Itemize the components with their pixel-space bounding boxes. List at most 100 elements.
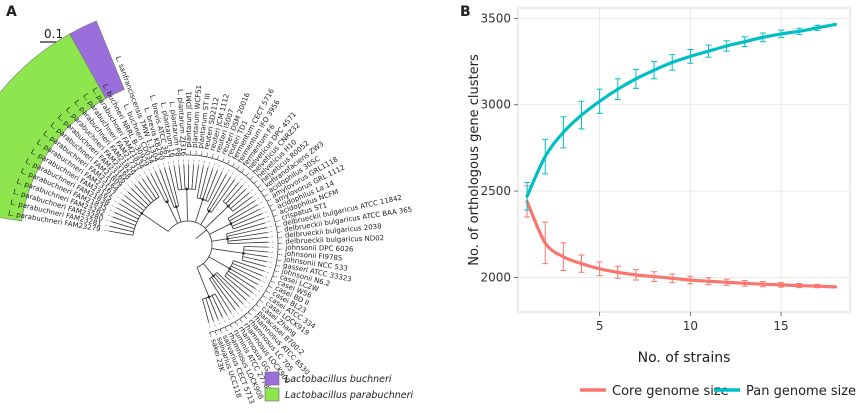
terminal-branch (213, 275, 240, 307)
leaf-leader (109, 209, 116, 213)
y-tick-label: 2500 (480, 184, 511, 198)
terminal-branch (230, 265, 261, 281)
internal-branch (208, 256, 230, 269)
leaf-leader (248, 188, 254, 194)
terminal-branch (233, 217, 264, 230)
leaf-leader (259, 206, 266, 210)
terminal-branch (150, 173, 167, 203)
terminal-branch (205, 170, 218, 201)
leaf-leader (167, 161, 170, 168)
leaf-leader-lines (103, 159, 274, 329)
leaf-leader (130, 180, 136, 186)
leaf-leader (266, 231, 273, 233)
leaf-leader (148, 168, 152, 175)
internal-branch (175, 206, 182, 223)
tree-node (201, 198, 205, 201)
leaf-leader (242, 303, 247, 309)
leaf-leader (221, 166, 225, 173)
leaf-leader (249, 296, 255, 301)
terminal-branch (226, 222, 266, 235)
terminal-branch (109, 230, 133, 236)
leaf-leader (226, 314, 230, 321)
tree-node (165, 200, 169, 204)
terminal-branch (227, 200, 255, 219)
y-axis-label: No. of orthologous gene clusters (467, 54, 482, 266)
x-axis-label: No. of strains (638, 350, 731, 366)
leaf-leader (266, 226, 273, 228)
y-tick-label: 2000 (480, 270, 511, 284)
terminal-branch (216, 272, 247, 301)
leaf-leader (152, 166, 156, 173)
leaf-label: L. plantarum ZJ316 (176, 89, 188, 157)
leaf-label: L. johnsonii DPC 6026 (277, 243, 354, 253)
terminal-branch (142, 178, 157, 200)
leaf-leader (213, 320, 216, 327)
leaf-leader (257, 284, 263, 288)
tree-node (229, 222, 233, 225)
leaf-label: L. delbrueckii bulgaricus ND02 (277, 234, 384, 246)
leaf-leader (264, 221, 271, 224)
series-line (525, 22, 838, 198)
terminal-branch (155, 171, 169, 202)
internal-branch (196, 267, 210, 298)
terminal-branch (146, 176, 160, 198)
panel-b-label: B (460, 4, 471, 20)
internal-branch (202, 263, 214, 277)
root-branch (195, 229, 207, 240)
terminal-branch (227, 236, 268, 242)
terminal-branch (121, 199, 143, 214)
internal-branch (186, 189, 188, 222)
terminal-branch (242, 256, 267, 263)
leaf-leader (127, 184, 132, 189)
internal-branch (204, 205, 229, 229)
terminal-branch (159, 169, 175, 208)
terminal-branch (205, 297, 214, 321)
leaf-leader (116, 196, 123, 200)
tree-node (175, 205, 178, 209)
leaf-leader (261, 275, 268, 279)
scale-bar-label: 0.1 (44, 27, 63, 41)
leaf-leader (267, 236, 274, 238)
tree-branches (109, 164, 268, 323)
terminal-branch (230, 192, 250, 209)
internal-branch (211, 248, 244, 254)
terminal-branch (127, 191, 147, 209)
terminal-branch (224, 275, 250, 297)
terminal-branch (138, 181, 154, 202)
leaf-leader (254, 288, 261, 293)
terminal-branch (110, 225, 134, 233)
series-line (525, 199, 838, 289)
terminal-branch (211, 295, 223, 318)
tree-node (242, 251, 245, 255)
internal-branch (211, 238, 228, 242)
terminal-branch (233, 260, 264, 272)
terminal-branch (178, 165, 183, 190)
terminal-branch (207, 172, 223, 202)
internal-branch (209, 223, 232, 235)
leaf-leader (123, 187, 129, 193)
tree-node (226, 237, 229, 241)
legend-label-core: Core genome size (612, 384, 729, 399)
y-tick-label: 3000 (480, 98, 511, 112)
terminal-branch (229, 204, 258, 222)
terminal-branch (214, 273, 243, 304)
leaf-leader (217, 164, 220, 171)
terminal-branch (164, 168, 177, 207)
leaf-leader (245, 299, 251, 305)
series-pan (524, 22, 838, 211)
x-tick-labels: 5 10 15 (596, 319, 789, 333)
leaf-leader (257, 201, 263, 206)
leaf-leader (208, 322, 211, 329)
leaf-leader (114, 200, 120, 205)
legend-swatch-buchneri (264, 371, 280, 386)
leaf-leader (261, 211, 268, 214)
legend-label-parabuchneri: Lactobacillus parabuchneri (285, 390, 414, 401)
leaf-leader (139, 173, 143, 180)
terminal-branch (209, 278, 232, 313)
tree-node (140, 211, 144, 215)
leaf-leader (238, 306, 243, 312)
x-tick-label: 15 (773, 319, 788, 333)
terminal-branch (173, 166, 179, 190)
